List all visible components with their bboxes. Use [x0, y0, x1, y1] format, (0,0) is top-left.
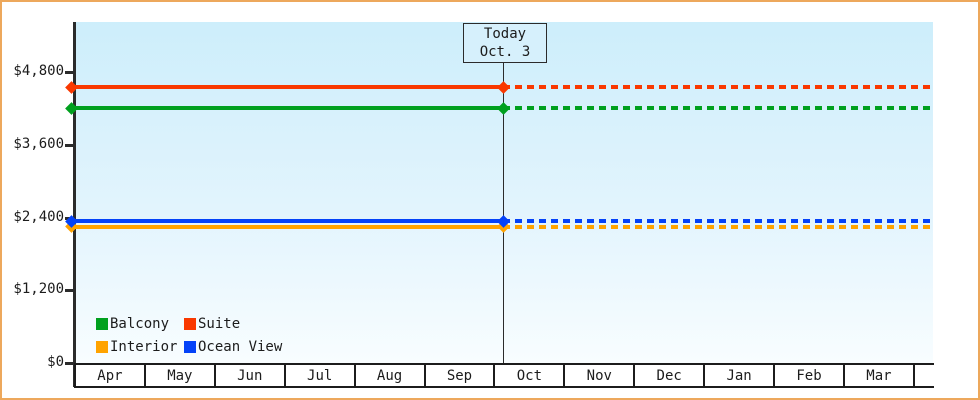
price-line-dotted-suite: [503, 85, 933, 90]
y-tick-label: $1,200: [13, 281, 64, 298]
y-tick-mark: [65, 289, 73, 293]
y-tick-label: $3,600: [13, 135, 64, 152]
price-line-solid-interior: [72, 224, 503, 229]
y-axis-line: [73, 22, 76, 387]
today-label: Today: [483, 26, 527, 42]
price-line-solid-ocean-view: [72, 219, 503, 224]
legend-label: Interior: [110, 339, 178, 355]
legend-item-ocean-view: Ocean View: [184, 339, 282, 355]
y-tick-label: $4,800: [13, 63, 64, 79]
legend-swatch-icon: [184, 341, 196, 353]
legend: Balcony Suite Interior Ocean View: [96, 316, 282, 355]
price-line-dotted-balcony: [503, 106, 933, 111]
price-line-solid-balcony: [72, 106, 503, 111]
month-cell-oct: Oct: [493, 365, 563, 386]
price-line-solid-suite: [72, 85, 503, 90]
today-date: Oct. 3: [479, 44, 531, 60]
y-tick-mark: [65, 143, 73, 147]
x-axis-month-band: Apr May Jun Jul Aug Sep Oct Nov Dec Jan Feb Mar: [74, 363, 934, 388]
y-tick-mark: [65, 362, 73, 365]
legend-label: Ocean View: [198, 339, 283, 355]
y-tick-mark: [65, 71, 73, 74]
today-annotation-box: Today Oct. 3: [463, 23, 547, 63]
legend-item-suite: Suite: [184, 316, 282, 332]
month-cell-jun: Jun: [213, 365, 284, 386]
legend-label: Suite: [198, 316, 241, 332]
month-cell-feb: Feb: [773, 365, 843, 386]
legend-item-balcony: Balcony: [96, 316, 184, 332]
today-vertical-line: [503, 62, 504, 363]
month-cell-may: May: [143, 365, 214, 386]
legend-item-interior: Interior: [96, 339, 184, 355]
month-cell-jan: Jan: [703, 365, 773, 386]
month-cell-apr: Apr: [74, 365, 144, 386]
month-cell-aug: Aug: [353, 365, 424, 386]
legend-swatch-icon: [96, 318, 108, 330]
month-cell-jul: Jul: [283, 365, 354, 386]
month-cell-filler: [912, 365, 934, 386]
month-cell-sep: Sep: [423, 365, 494, 386]
month-cell-dec: Dec: [633, 365, 703, 386]
legend-swatch-icon: [96, 341, 108, 353]
price-line-dotted-interior: [503, 224, 933, 229]
legend-swatch-icon: [184, 318, 196, 330]
y-tick-label: $2,400: [13, 208, 64, 225]
legend-label: Balcony: [110, 316, 170, 332]
month-cell-mar: Mar: [842, 365, 913, 386]
y-tick-label: $0: [47, 354, 64, 370]
price-line-dotted-ocean-view: [503, 219, 933, 224]
month-cell-nov: Nov: [563, 365, 633, 386]
